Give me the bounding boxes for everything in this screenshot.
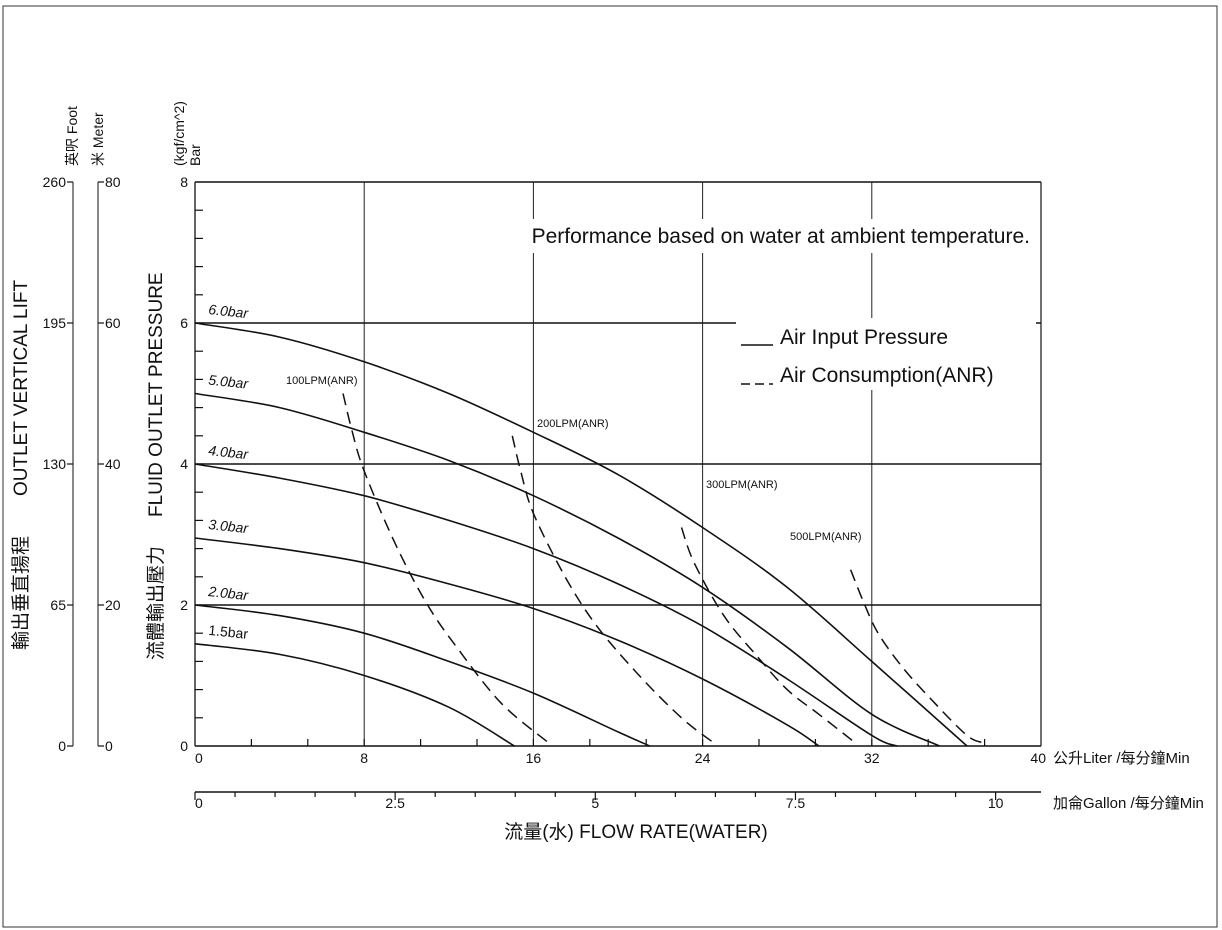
y-pressure-title: FLUID OUTLET PRESSURE — [146, 272, 167, 517]
pressure-tick-label: 2 — [180, 597, 188, 613]
pressure-curve-label: 3.0bar — [208, 516, 250, 536]
legend-background — [736, 318, 1036, 390]
gallon-tick-label: 0 — [195, 795, 203, 811]
pressure-curve-6.0bar — [194, 322, 968, 747]
air-consumption-label: 300LPM(ANR) — [706, 479, 778, 491]
foot-tick-label: 260 — [43, 174, 67, 190]
liter-tick-label: 40 — [1030, 750, 1046, 766]
pressure-curve-3.0bar — [194, 537, 820, 747]
outer-frame — [2, 5, 1218, 928]
air-consumption-curve-500LPM(ANR) — [849, 569, 983, 744]
air-consumption-label: 500LPM(ANR) — [790, 531, 862, 543]
chart-note: Performance based on water at ambient te… — [532, 225, 1030, 248]
note-background — [462, 219, 1036, 253]
pressure-tick-label: 4 — [180, 456, 188, 472]
liter-tick-label: 24 — [695, 750, 711, 766]
minor-ticks — [67, 181, 997, 800]
air-consumption-curves: 100LPM(ANR) 200LPM(ANR) 300LPM(ANR) 500LPM(… — [286, 375, 983, 744]
meter-tick-label: 80 — [105, 174, 121, 190]
liter-tick-label: 8 — [360, 750, 368, 766]
pressure-curve-4.0bar — [194, 463, 898, 747]
legend-dashed-label: Air Consumption(ANR) — [780, 364, 994, 387]
meter-tick-label: 0 — [105, 738, 113, 754]
meter-unit-label: 米 Meter — [90, 112, 106, 166]
pressure-tick-label: 8 — [180, 174, 188, 190]
air-consumption-curve-100LPM(ANR) — [342, 393, 549, 744]
meter-tick-label: 40 — [105, 456, 121, 472]
pressure-curve-label: 5.0bar — [208, 372, 250, 392]
pressure-curve-5.0bar — [194, 392, 940, 747]
x-gallon-unit: 加侖Gallon /每分鐘Min — [1053, 795, 1204, 812]
air-consumption-curve-200LPM(ANR) — [511, 435, 714, 744]
pressure-curve-label: 6.0bar — [208, 301, 250, 321]
grid-lines — [195, 182, 1041, 746]
x-liter-unit: 公升Liter /每分鐘Min — [1053, 750, 1190, 767]
air-consumption-label: 200LPM(ANR) — [537, 418, 609, 430]
foot-tick-label: 195 — [43, 315, 67, 331]
liter-tick-label: 0 — [195, 750, 203, 766]
pressure-curve-label: 4.0bar — [208, 442, 250, 462]
gallon-tick-label: 2.5 — [385, 795, 405, 811]
y-pressure-unit-kgf: (kgf/cm^2) — [171, 101, 187, 166]
y-lift-title-cn: 輸出垂直揚程 — [10, 536, 32, 650]
legend-solid-label: Air Input Pressure — [780, 326, 948, 349]
gallon-tick-label: 5 — [591, 795, 599, 811]
y-pressure-title-cn: 流體輸出壓力 — [145, 546, 167, 660]
foot-tick-label: 130 — [43, 456, 67, 472]
foot-tick-label: 0 — [58, 738, 66, 754]
gallon-tick-label: 10 — [988, 795, 1004, 811]
meter-tick-label: 60 — [105, 315, 121, 331]
pressure-curve-label: 2.0bar — [207, 583, 250, 603]
y-pressure-unit-bar: Bar — [187, 144, 203, 166]
foot-unit-label: 英呎 Foot — [64, 106, 80, 166]
y-lift-title: OUTLET VERTICAL LIFT — [11, 280, 32, 496]
pressure-curve-label: 1.5bar — [208, 622, 249, 642]
pressure-curve-1.5bar — [194, 643, 515, 747]
liter-tick-label: 32 — [864, 750, 880, 766]
pressure-curves: 6.0bar 5.0bar 4.0bar 3.0bar 2.0bar 1.5bar — [194, 301, 968, 747]
x-axis-title: 流量(水) FLOW RATE(WATER) — [504, 821, 768, 843]
air-consumption-curve-300LPM(ANR) — [680, 527, 856, 744]
air-consumption-label: 100LPM(ANR) — [286, 375, 358, 387]
foot-tick-label: 65 — [50, 597, 66, 613]
pressure-tick-label: 0 — [180, 738, 188, 754]
meter-tick-label: 20 — [105, 597, 121, 613]
liter-tick-label: 16 — [526, 750, 542, 766]
pressure-tick-label: 6 — [180, 315, 188, 331]
pressure-curve-2.0bar — [194, 604, 651, 747]
gallon-tick-label: 7.5 — [786, 795, 806, 811]
